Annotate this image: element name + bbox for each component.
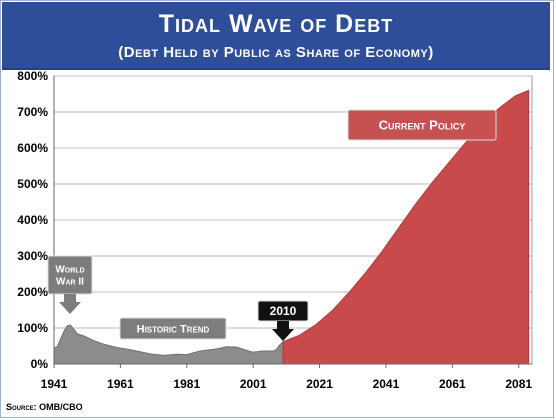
x-tick-label: 1981: [173, 377, 200, 391]
policy-area: [282, 89, 530, 365]
x-tick-label: 2081: [505, 377, 532, 391]
historic-trend-label-text: Historic Trend: [137, 323, 210, 335]
y-tick-label: 300%: [17, 249, 48, 263]
y-tick-label: 600%: [17, 141, 48, 155]
historic-trend-label: Historic Trend: [119, 317, 227, 340]
current-policy-label-text: Current Policy: [379, 118, 466, 133]
x-tick-label: 2041: [373, 377, 400, 391]
current-policy-label: Current Policy: [347, 109, 497, 141]
y-tick-label: 200%: [17, 285, 48, 299]
chart-header: Tidal Wave of Debt (Debt Held by Public …: [2, 2, 550, 70]
year-2010-callout-text: 2010: [270, 304, 297, 318]
y-tick-label: 800%: [17, 69, 48, 83]
chart-subtitle: (Debt Held by Public as Share of Economy…: [118, 44, 434, 61]
historic-trend-label-box: [119, 317, 227, 340]
x-tick-label: 2001: [240, 377, 267, 391]
x-tick-label: 1961: [107, 377, 134, 391]
y-tick-label: 0%: [31, 357, 49, 371]
axis-layer: 0% 100% 200% 300% 400% 500% 600% 700% 800% 1941 19…: [17, 69, 532, 391]
x-tick-label: 2061: [439, 377, 466, 391]
current-policy-label-box: [347, 109, 497, 141]
y-tick-label: 400%: [17, 213, 48, 227]
y-tick-label: 100%: [17, 321, 48, 335]
chart-title: Tidal Wave of Debt: [158, 10, 394, 38]
year-2010-callout: 2010: [257, 300, 309, 341]
x-tick-label: 2021: [306, 377, 333, 391]
world-war-ii-callout-text: World: [55, 265, 84, 276]
y-tick-label: 700%: [17, 105, 48, 119]
world-war-ii-callout-text: War II: [56, 277, 84, 288]
year-2010-callout-arrow: [272, 321, 294, 341]
area-layer: [53, 89, 530, 365]
source-note: Source: OMB/CBO: [6, 402, 83, 412]
historic-area: [53, 324, 284, 365]
x-tick-label: 1941: [41, 377, 68, 391]
y-tick-label: 500%: [17, 177, 48, 191]
world-war-ii-callout-arrow: [59, 294, 81, 314]
